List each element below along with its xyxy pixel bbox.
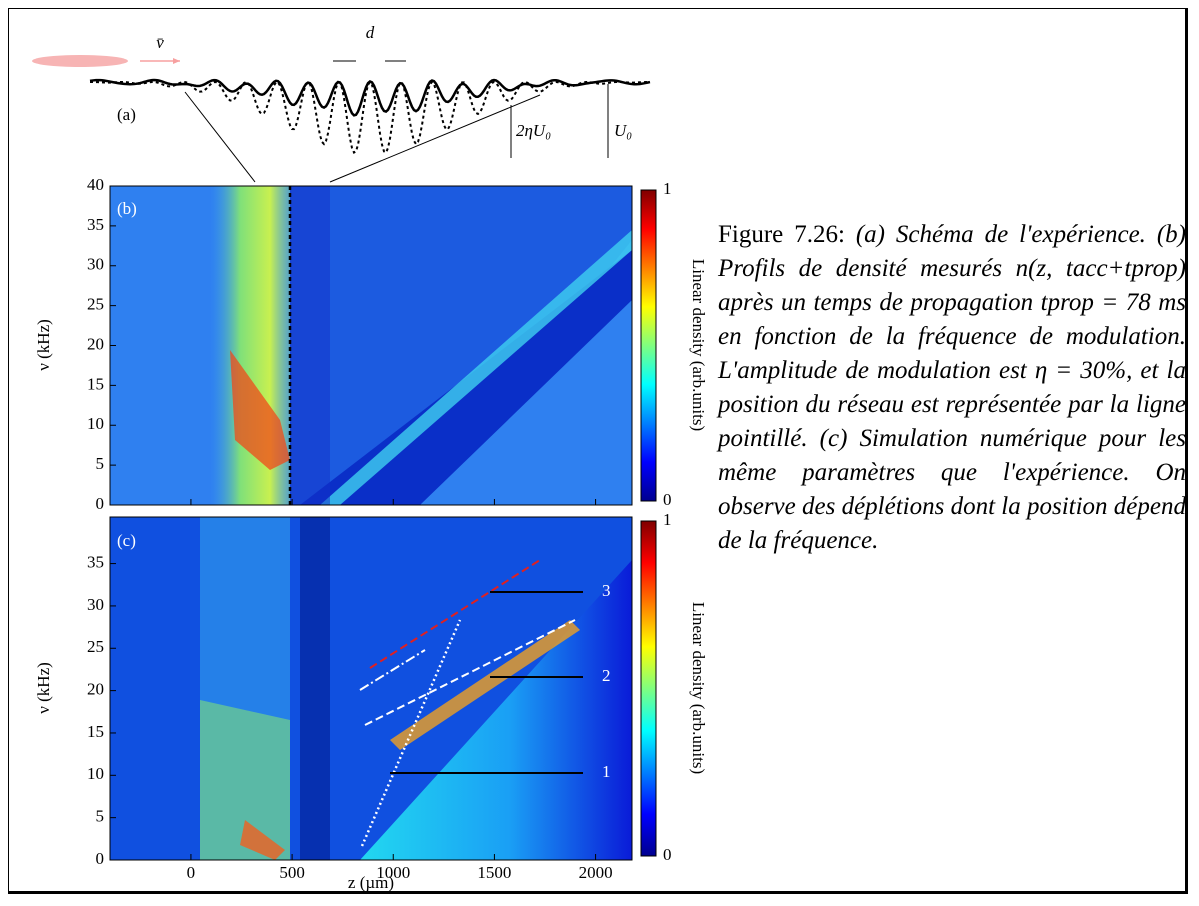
y-tick-label: 15 xyxy=(87,374,104,393)
y-tick-label: 20 xyxy=(87,334,104,353)
y-tick-label: 20 xyxy=(87,680,104,699)
zoom-line xyxy=(329,94,541,183)
x-tick-label: 1500 xyxy=(477,863,511,882)
annotation: 2 xyxy=(602,666,611,685)
y-tick-label: 15 xyxy=(87,722,104,741)
colorbar xyxy=(640,189,657,502)
guide-line xyxy=(360,619,462,847)
y-tick-label: 35 xyxy=(87,215,104,234)
heatmap xyxy=(110,517,632,860)
y-tick-label: 5 xyxy=(96,454,105,473)
colorbar-label: Linear density (arb.units) xyxy=(689,602,708,774)
x-tick-label: 1000 xyxy=(376,863,410,882)
label: U₀ xyxy=(614,121,632,140)
frame xyxy=(8,8,1188,894)
colorbar-tick-label: 0 xyxy=(663,490,672,509)
label: v̄ xyxy=(156,33,164,52)
y-tick-label: 10 xyxy=(87,414,104,433)
colorbar xyxy=(640,520,657,857)
guide-line xyxy=(359,649,426,691)
y-tick-label: 5 xyxy=(96,807,105,826)
y-tick-label: 30 xyxy=(87,595,104,614)
caption-text: (a) Schéma de l'expérience. (b) Profils … xyxy=(718,221,1187,554)
label: 2ηU₀ xyxy=(516,121,551,140)
panel-label: (c) xyxy=(117,531,136,550)
y-tick-label: 0 xyxy=(96,849,105,868)
atom-cloud xyxy=(32,55,128,67)
y-tick-label: 25 xyxy=(87,637,104,656)
x-tick-label: 2000 xyxy=(579,863,613,882)
guide-line xyxy=(364,619,576,726)
y-tick-label: 30 xyxy=(87,255,104,274)
x-tick-label: 500 xyxy=(279,863,305,882)
y-axis-label: ν (kHz) xyxy=(34,662,53,714)
lattice-profile xyxy=(89,78,651,117)
heatmap xyxy=(110,186,632,505)
guide-line xyxy=(369,559,541,669)
colorbar-tick-label: 0 xyxy=(663,845,672,864)
colorbar-label: Linear density (arb.units) xyxy=(689,259,708,431)
annotation: 3 xyxy=(602,581,611,600)
y-tick-label: 40 xyxy=(87,175,104,194)
y-tick-label: 25 xyxy=(87,295,104,314)
zoom-line xyxy=(184,91,256,183)
arrow-head xyxy=(173,58,180,64)
y-axis-label: ν (kHz) xyxy=(34,319,53,371)
lattice-profile-deep xyxy=(89,80,651,154)
label: d xyxy=(366,23,375,42)
panel-label: (a) xyxy=(117,105,136,124)
panel-label: (b) xyxy=(117,199,137,218)
axes-frame xyxy=(109,516,633,861)
y-tick-label: 10 xyxy=(87,764,104,783)
caption-label: Figure 7.26: xyxy=(718,221,845,248)
y-tick-label: 35 xyxy=(87,552,104,571)
colorbar-tick-label: 1 xyxy=(663,510,672,529)
x-tick-label: 0 xyxy=(187,863,196,882)
colorbar-tick-label: 1 xyxy=(663,179,672,198)
annotation: 1 xyxy=(602,762,611,781)
caption: Figure 7.26: (a) Schéma de l'expérience.… xyxy=(718,218,1186,558)
y-tick-label: 0 xyxy=(96,494,105,513)
x-axis-label: z (µm) xyxy=(348,873,394,892)
